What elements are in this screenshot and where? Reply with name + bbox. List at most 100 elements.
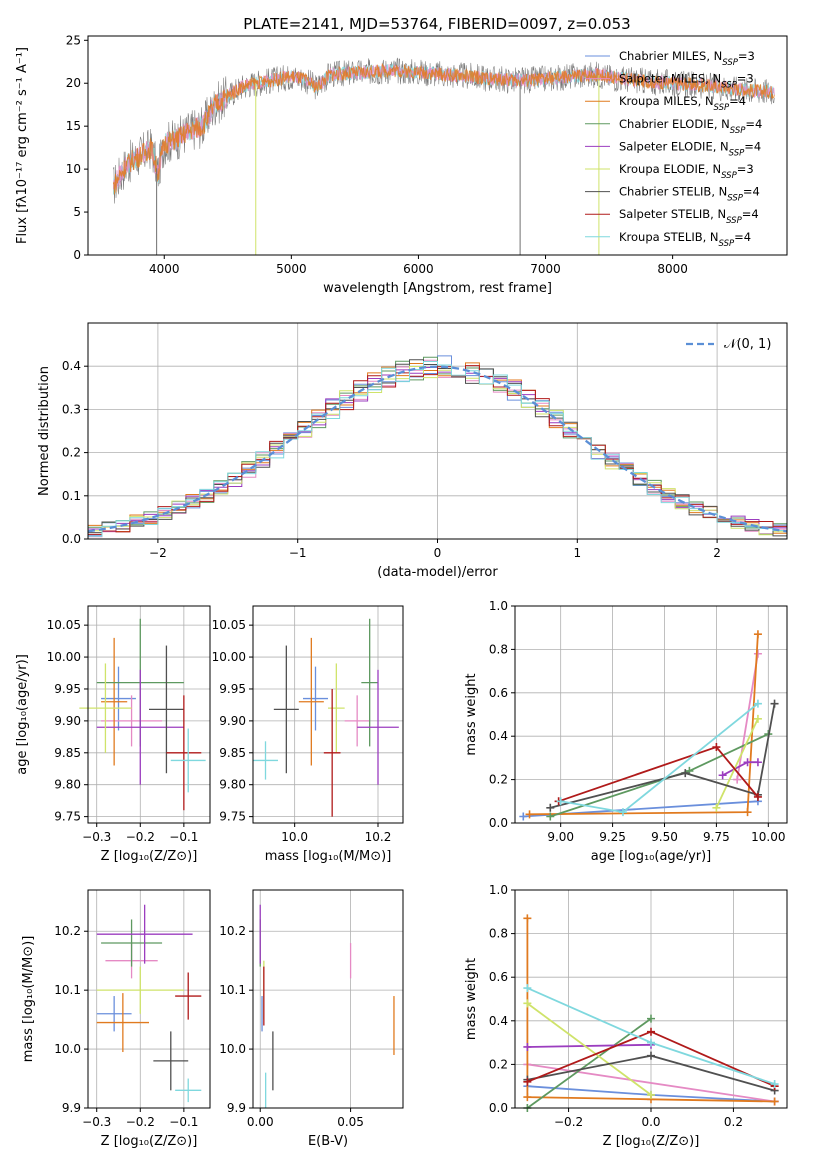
weight-z-line-chabrier_elodie xyxy=(526,1017,652,1109)
age-mass-ytick-label: 9.75 xyxy=(219,810,246,824)
weight-z-line-salpeter_miles xyxy=(527,1063,775,1103)
age-mass-cross-chabrier_stelib xyxy=(273,645,299,774)
legend-text: Kroupa ELODIE, N xyxy=(619,162,721,176)
residuals-ytick-label: 0.1 xyxy=(62,489,81,503)
legend-sub: SSP xyxy=(730,126,746,136)
age-mass-cross-chabrier_miles xyxy=(303,666,328,731)
histogram-group xyxy=(88,355,787,538)
residuals-ytick-label: 0.0 xyxy=(62,532,81,546)
weight-z-xlabel: Z [log₁₀(Z/Z⊙)] xyxy=(603,1134,700,1149)
weight-z-marker-salpeter_elodie xyxy=(523,1042,532,1051)
weight-age-marker-kroupa_miles xyxy=(743,808,752,817)
legend-sub: SSP xyxy=(726,216,742,226)
legend-sub: SSP xyxy=(727,194,743,204)
legend-tail: =3 xyxy=(738,49,755,63)
age-z-xtick-label: −0.2 xyxy=(126,830,155,844)
weight-age-line-chabrier_elodie xyxy=(550,733,769,818)
age-mass-ytick-label: 9.85 xyxy=(219,746,246,760)
legend-sub: SSP xyxy=(721,171,737,181)
mass-z-xtick-label: −0.2 xyxy=(126,1115,155,1129)
spectrum-ytick-label: 15 xyxy=(66,119,81,133)
legend-tail: =4 xyxy=(729,94,746,108)
residuals-xlabel: (data-model)/error xyxy=(377,565,498,580)
age-z-frame xyxy=(87,605,211,824)
age-z-xlabel: Z [log₁₀(Z/Z⊙)] xyxy=(101,849,198,864)
age-z-ytick-label: 9.90 xyxy=(54,714,81,728)
mass-z-cross-chabrier_stelib xyxy=(153,1031,189,1091)
weight-age-marker-chabrier_miles xyxy=(519,812,528,821)
weight-z-marker-kroupa_elodie xyxy=(647,1090,655,1099)
weight-age-xtick-label: 9.00 xyxy=(547,830,574,844)
legend-sub: SSP xyxy=(719,239,735,249)
spectrum-xtick-label: 5000 xyxy=(276,262,307,276)
mass-z-xlabel: Z [log₁₀(Z/Z⊙)] xyxy=(101,1134,198,1149)
legend-tail: =4 xyxy=(742,207,759,221)
weight-age-xlabel: age [log₁₀(age/yr)] xyxy=(591,849,712,864)
age-z-cross-chabrier_stelib xyxy=(149,645,184,774)
mass-z-cross-kroupa_miles xyxy=(96,993,149,1053)
weight-age-marker-kroupa_stelib xyxy=(618,808,627,817)
weight-age-ytick-label: 0.0 xyxy=(489,816,508,830)
age-mass-cross-chabrier_elodie xyxy=(361,618,378,747)
mass-z-cross-kroupa_elodie xyxy=(96,966,184,1014)
weight-age-line-salpeter_stelib xyxy=(558,745,759,803)
mass-z-cross-salpeter_stelib xyxy=(175,972,202,1020)
weight-z-marker-salpeter_stelib xyxy=(523,1077,532,1086)
spectrum-ytick-label: 10 xyxy=(66,162,81,176)
age-z-ytick-label: 9.80 xyxy=(54,778,81,792)
spectrum-ylabel: Flux [fλ10⁻¹⁷ erg cm⁻² s⁻¹ A⁻¹] xyxy=(15,47,30,244)
weight-age-marker-kroupa_elodie xyxy=(712,803,721,812)
weight-age-xtick-label: 9.50 xyxy=(651,830,678,844)
legend-text: Salpeter ELODIE, N xyxy=(619,139,729,153)
spectrum-xtick-label: 4000 xyxy=(149,262,180,276)
age-z-xtick-label: −0.3 xyxy=(82,830,111,844)
legend-text: Kroupa MILES, N xyxy=(619,94,714,108)
weight-age-xtick-label: 9.25 xyxy=(599,830,626,844)
legend-tail: =4 xyxy=(745,117,762,131)
residuals-frame xyxy=(87,322,788,540)
spectrum-legend-label: Salpeter MILES, NSSP=3 xyxy=(619,72,754,91)
spectrum-title: PLATE=2141, MJD=53764, FIBERID=0097, z=0… xyxy=(243,15,630,33)
age-z-cross-salpeter_stelib xyxy=(166,695,202,811)
age-mass-xtick-label: 10.2 xyxy=(365,830,392,844)
weight-z-line-salpeter_elodie xyxy=(527,1043,652,1048)
weight-age-xtick-label: 9.75 xyxy=(703,830,730,844)
legend-sub: SSP xyxy=(729,148,745,158)
residuals-ytick-label: 0.4 xyxy=(62,359,81,373)
weight-age-marker-salpeter_elodie xyxy=(718,771,727,780)
age-mass-frame xyxy=(252,605,404,824)
weight-age-marker-salpeter_elodie xyxy=(743,758,752,767)
weight-age-marker-salpeter_miles xyxy=(733,775,742,784)
weight-z-line-kroupa_elodie xyxy=(526,1002,652,1096)
weight-age-ytick-label: 0.2 xyxy=(489,773,508,787)
legend-tail: =4 xyxy=(743,185,760,199)
weight-age-marker-salpeter_stelib xyxy=(712,743,721,752)
residuals-xtick-label: 2 xyxy=(713,546,721,560)
age-mass-cross-salpeter_stelib xyxy=(323,688,341,817)
mass-ebv-ytick-label: 10.0 xyxy=(219,1042,246,1056)
age-z-cross-kroupa_stelib xyxy=(170,728,206,793)
weight-age-marker-kroupa_stelib xyxy=(556,797,565,806)
mass-z-cross-salpeter_elodie xyxy=(96,904,193,964)
weight-z-marker-chabrier_stelib xyxy=(647,1051,655,1060)
legend-tail: =3 xyxy=(737,162,754,176)
weight-z-marker-kroupa_stelib xyxy=(523,984,532,993)
legend-text: Salpeter STELIB, N xyxy=(619,207,726,221)
mass-z-ytick-label: 10.2 xyxy=(54,924,81,938)
age-z-ytick-label: 10.05 xyxy=(47,618,81,632)
weight-z-ytick-label: 0.4 xyxy=(489,1014,508,1028)
spectrum-ytick-label: 0 xyxy=(73,248,81,262)
mass-z-ytick-label: 9.9 xyxy=(62,1101,81,1115)
spectrum-ytick-label: 20 xyxy=(66,76,81,90)
age-z-ylabel: age [log₁₀(age/yr)] xyxy=(15,654,30,775)
weight-age-ytick-label: 0.8 xyxy=(489,642,508,656)
histogram-salpeter_stelib xyxy=(88,365,787,535)
age-mass-cross-kroupa_miles xyxy=(298,637,324,766)
age-z-ytick-label: 9.95 xyxy=(54,682,81,696)
legend-sub: SSP xyxy=(722,58,738,68)
spectrum-legend-label: Chabrier STELIB, NSSP=4 xyxy=(619,185,760,204)
legend-text: Salpeter MILES, N xyxy=(619,72,721,86)
age-z-xtick-label: −0.1 xyxy=(169,830,198,844)
weight-z-ytick-label: 0.8 xyxy=(489,927,508,941)
